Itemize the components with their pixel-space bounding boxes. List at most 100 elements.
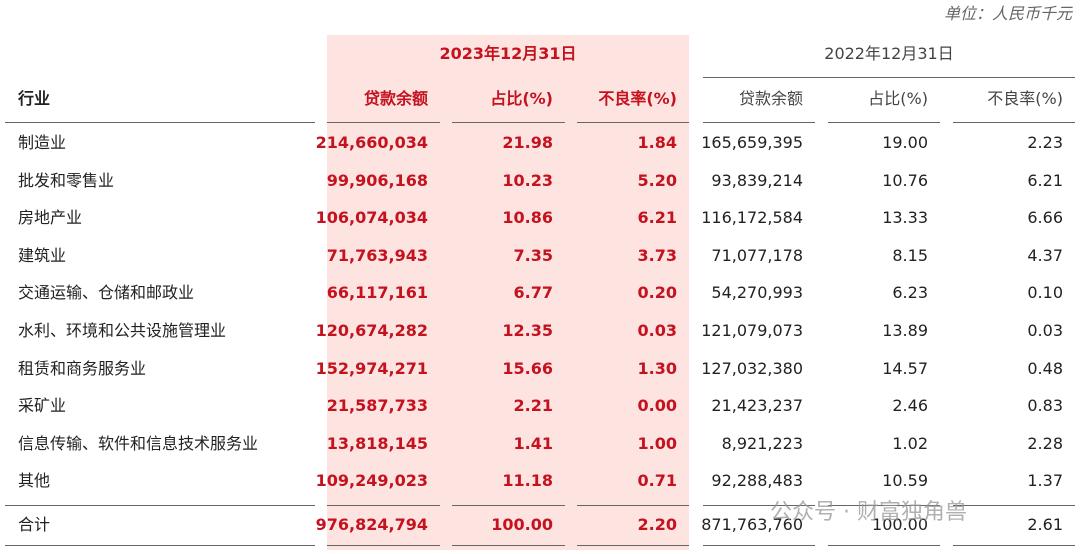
table-cell: 6.21 xyxy=(637,208,677,228)
table-cell: 93,839,214 xyxy=(711,170,803,190)
table-cell: 116,172,584 xyxy=(701,208,803,228)
table-cell: 19.00 xyxy=(882,133,928,152)
table-cell: 1.00 xyxy=(637,433,677,453)
rule xyxy=(703,545,815,546)
table-cell: 1.02 xyxy=(892,433,928,453)
rule xyxy=(327,122,440,123)
table-cell: 92,288,483 xyxy=(711,471,803,491)
table-cell: 0.03 xyxy=(1027,321,1063,340)
table-cell: 21,423,237 xyxy=(711,396,803,416)
table-cell: 2.23 xyxy=(1027,133,1063,152)
column-header: 行业 xyxy=(18,89,51,108)
table-cell: 99,906,168 xyxy=(326,170,428,190)
table-cell: 109,249,023 xyxy=(315,471,428,491)
table-cell: 0.03 xyxy=(637,321,677,340)
highlight-band xyxy=(327,35,689,550)
table-cell: 66,117,161 xyxy=(326,283,428,303)
table-cell: 10.23 xyxy=(502,170,553,190)
table-cell: 121,079,073 xyxy=(701,321,803,340)
table-cell: 14.57 xyxy=(882,358,928,378)
rule xyxy=(953,505,1075,506)
rule xyxy=(577,122,689,123)
rule xyxy=(703,77,1075,78)
total-cell: 976,824,794 xyxy=(315,515,428,534)
table-cell: 0.48 xyxy=(1027,358,1063,378)
table-cell: 10.59 xyxy=(882,471,928,491)
table-cell: 批发和零售业 xyxy=(18,170,115,190)
table-cell: 采矿业 xyxy=(18,396,67,416)
table-cell: 13.33 xyxy=(882,208,928,228)
rule xyxy=(5,545,315,546)
table-cell: 2.21 xyxy=(513,396,553,416)
total-cell: 100.00 xyxy=(872,515,928,534)
table-cell: 10.76 xyxy=(882,170,928,190)
table-cell: 13.89 xyxy=(882,321,928,340)
group-header: 2023年12月31日 xyxy=(439,44,577,63)
table-cell: 0.20 xyxy=(637,283,677,303)
table-cell: 127,032,380 xyxy=(701,358,803,378)
column-header: 不良率(%) xyxy=(598,89,677,108)
table-cell: 建筑业 xyxy=(18,245,67,265)
table-cell: 水利、环境和公共设施管理业 xyxy=(18,321,227,340)
table-cell: 214,660,034 xyxy=(315,133,428,152)
total-cell: 2.20 xyxy=(637,515,677,534)
table-cell: 制造业 xyxy=(18,133,67,152)
table-cell: 120,674,282 xyxy=(315,321,428,340)
column-header: 贷款余额 xyxy=(363,89,428,108)
table-cell: 0.71 xyxy=(637,471,677,491)
rule xyxy=(327,545,440,546)
rule xyxy=(828,505,940,506)
rule xyxy=(828,545,940,546)
table-cell: 交通运输、仓储和邮政业 xyxy=(18,283,195,303)
table-cell: 152,974,271 xyxy=(315,358,428,378)
rule xyxy=(452,545,565,546)
table-cell: 0.00 xyxy=(637,396,677,416)
table-cell: 11.18 xyxy=(502,471,553,491)
unit-note: 单位：人民币千元 xyxy=(943,4,1072,23)
table-cell: 10.86 xyxy=(502,208,553,228)
table-cell: 12.35 xyxy=(502,321,553,340)
total-cell: 合计 xyxy=(18,515,51,534)
table-cell: 1.41 xyxy=(513,433,553,453)
table-cell: 1.37 xyxy=(1027,471,1063,491)
table-cell: 2.28 xyxy=(1027,433,1063,453)
table-cell: 21,587,733 xyxy=(326,396,428,416)
rule xyxy=(327,505,440,506)
table-cell: 其他 xyxy=(18,471,51,491)
table-cell: 4.37 xyxy=(1027,245,1063,265)
rule xyxy=(828,122,940,123)
total-cell: 100.00 xyxy=(491,515,553,534)
table-cell: 1.84 xyxy=(637,133,677,152)
rule xyxy=(577,545,689,546)
column-header: 占比(%) xyxy=(490,89,553,108)
column-header: 贷款余额 xyxy=(738,89,803,108)
total-cell: 871,763,760 xyxy=(701,515,803,534)
table-cell: 13,818,145 xyxy=(326,433,428,453)
watermark: 公众号 · 财富独角兽 xyxy=(770,500,967,525)
table-cell: 0.83 xyxy=(1027,396,1063,416)
table-cell: 165,659,395 xyxy=(701,133,803,152)
rule xyxy=(703,505,815,506)
column-header: 占比(%) xyxy=(868,89,928,108)
table-cell: 71,763,943 xyxy=(326,245,428,265)
rule xyxy=(452,505,565,506)
table-cell: 7.35 xyxy=(513,245,553,265)
rule xyxy=(5,505,315,506)
rule xyxy=(5,122,315,123)
column-header: 不良率(%) xyxy=(987,89,1063,108)
table-cell: 3.73 xyxy=(637,245,677,265)
rule xyxy=(577,505,689,506)
table-cell: 房地产业 xyxy=(18,208,83,228)
table-cell: 1.30 xyxy=(637,358,677,378)
group-header: 2022年12月31日 xyxy=(824,44,954,63)
rule xyxy=(703,122,815,123)
table-cell: 0.10 xyxy=(1027,283,1063,303)
table-cell: 21.98 xyxy=(502,133,553,152)
rule xyxy=(953,122,1075,123)
table-cell: 15.66 xyxy=(502,358,553,378)
table-cell: 8.15 xyxy=(892,245,928,265)
total-cell: 2.61 xyxy=(1027,515,1063,534)
table-cell: 6.21 xyxy=(1027,170,1063,190)
rule xyxy=(452,122,565,123)
